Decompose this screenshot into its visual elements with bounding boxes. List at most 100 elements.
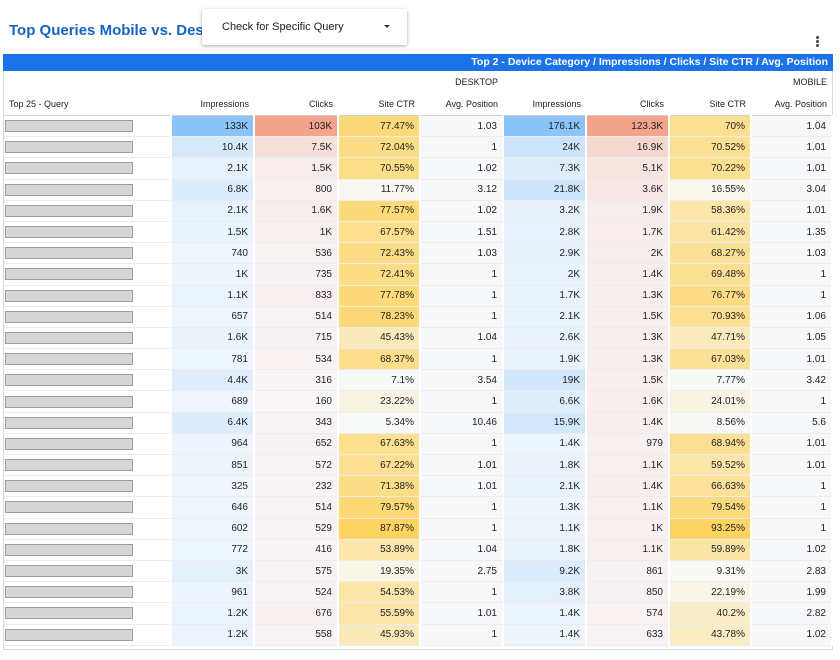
- column-header-mobile-impressions[interactable]: Impressions: [503, 93, 586, 116]
- column-header-desktop-clicks[interactable]: Clicks: [254, 93, 338, 116]
- cell-desktop-impressions: 602: [171, 518, 255, 540]
- query-cell[interactable]: [4, 454, 172, 477]
- table-row[interactable]: 646 514 79.57% 1 1.3K 1.1K 79.54% 1: [4, 496, 833, 519]
- query-cell[interactable]: [4, 412, 172, 434]
- redacted-query-bar: [5, 565, 133, 578]
- query-cell[interactable]: [4, 369, 172, 392]
- table-row[interactable]: 3K 575 19.35% 2.75 9.2K 861 9.31% 2.83: [4, 560, 833, 583]
- redacted-query-bar: [5, 353, 133, 366]
- cell-mobile-clicks: 3.6K: [586, 179, 670, 201]
- redacted-query-bar: [5, 543, 133, 556]
- cell-desktop-ctr: 70.55%: [338, 157, 421, 180]
- column-header-query[interactable]: Top 25 - Query: [4, 93, 171, 116]
- cell-desktop-impressions: 772: [171, 539, 255, 561]
- query-cell[interactable]: [4, 115, 172, 138]
- more-options-icon[interactable]: [814, 36, 820, 48]
- cell-desktop-clicks: 536: [254, 242, 339, 265]
- query-cell[interactable]: [4, 518, 172, 540]
- table-row[interactable]: 2.1K 1.6K 77.57% 1.02 3.2K 1.9K 58.36% 1.01: [4, 200, 833, 222]
- redacted-query-bar: [5, 162, 133, 175]
- cell-mobile-clicks: 1.1K: [586, 539, 670, 561]
- cell-desktop-position: 1.01: [420, 602, 504, 625]
- cell-mobile-clicks: 1.4K: [586, 263, 670, 286]
- table-row[interactable]: 657 514 78.23% 1 2.1K 1.5K 70.93% 1.06: [4, 306, 833, 328]
- redacted-query-bar: [5, 586, 133, 599]
- table-row[interactable]: 1.2K 676 55.59% 1.01 1.4K 574 40.2% 2.82: [4, 602, 833, 625]
- table-row[interactable]: 325 232 71.38% 1.01 2.1K 1.4K 66.63% 1: [4, 475, 833, 498]
- table-row[interactable]: 133K 103K 77.47% 1.03 176.1K 123.3K 70% 1.04: [4, 115, 833, 138]
- redacted-query-bar: [5, 501, 133, 514]
- query-cell[interactable]: [4, 602, 172, 625]
- cell-desktop-impressions: 781: [171, 348, 255, 371]
- cell-mobile-impressions: 1.4K: [503, 433, 587, 456]
- table-row[interactable]: 781 534 68.37% 1 1.9K 1.3K 67.03% 1.01: [4, 348, 833, 371]
- table-row[interactable]: 961 524 54.53% 1 3.8K 850 22.19% 1.99: [4, 581, 833, 604]
- query-cell[interactable]: [4, 285, 172, 307]
- cell-desktop-clicks: 160: [254, 390, 339, 413]
- query-cell[interactable]: [4, 200, 172, 222]
- query-cell[interactable]: [4, 179, 172, 201]
- cell-mobile-position: 1.99: [751, 581, 833, 604]
- query-cell[interactable]: [4, 624, 172, 646]
- query-cell[interactable]: [4, 221, 172, 244]
- cell-mobile-impressions: 19K: [503, 369, 587, 392]
- table-row[interactable]: 964 652 67.63% 1 1.4K 979 68.94% 1.01: [4, 433, 833, 456]
- redacted-query-bar: [5, 120, 133, 133]
- cell-desktop-impressions: 3K: [171, 560, 255, 583]
- query-filter-dropdown[interactable]: Check for Specific Query: [202, 9, 407, 45]
- query-cell[interactable]: [4, 157, 172, 180]
- table-row[interactable]: 772 416 53.89% 1.04 1.8K 1.1K 59.89% 1.02: [4, 539, 833, 561]
- table-row[interactable]: 1.6K 715 45.43% 1.04 2.6K 1.3K 47.71% 1.05: [4, 327, 833, 350]
- table-row[interactable]: 1.2K 558 45.93% 1 1.4K 633 43.78% 1.02: [4, 624, 833, 646]
- cell-desktop-impressions: 2.1K: [171, 157, 255, 180]
- table-row[interactable]: 6.4K 343 5.34% 10.46 15.9K 1.4K 8.56% 5.6: [4, 412, 833, 434]
- column-header-mobile-ctr[interactable]: Site CTR: [669, 93, 751, 116]
- query-cell[interactable]: [4, 539, 172, 561]
- column-header-desktop-ctr[interactable]: Site CTR: [338, 93, 420, 116]
- query-cell[interactable]: [4, 475, 172, 498]
- cell-desktop-clicks: 103K: [254, 115, 339, 138]
- table-row[interactable]: 602 529 87.87% 1 1.1K 1K 93.25% 1: [4, 518, 833, 540]
- cell-desktop-position: 1: [420, 518, 504, 540]
- cell-desktop-clicks: 534: [254, 348, 339, 371]
- cell-desktop-ctr: 45.93%: [338, 624, 421, 646]
- cell-mobile-impressions: 15.9K: [503, 412, 587, 434]
- query-cell[interactable]: [4, 327, 172, 350]
- query-cell[interactable]: [4, 433, 172, 456]
- query-cell[interactable]: [4, 136, 172, 159]
- table-row[interactable]: 2.1K 1.5K 70.55% 1.02 7.3K 5.1K 70.22% 1.01: [4, 157, 833, 180]
- column-header-desktop-impressions[interactable]: Impressions: [171, 93, 254, 116]
- table-row[interactable]: 851 572 67.22% 1.01 1.8K 1.1K 59.52% 1.01: [4, 454, 833, 477]
- query-cell[interactable]: [4, 560, 172, 583]
- cell-desktop-position: 1.01: [420, 454, 504, 477]
- table-row[interactable]: 1K 735 72.41% 1 2K 1.4K 69.48% 1: [4, 263, 833, 286]
- cell-desktop-position: 1.01: [420, 475, 504, 498]
- table-row[interactable]: 689 160 23.22% 1 6.6K 1.6K 24.01% 1: [4, 390, 833, 413]
- cell-desktop-clicks: 652: [254, 433, 339, 456]
- cell-mobile-position: 1: [751, 475, 833, 498]
- table-row[interactable]: 4.4K 316 7.1% 3.54 19K 1.5K 7.77% 3.42: [4, 369, 833, 392]
- query-cell[interactable]: [4, 348, 172, 371]
- cell-desktop-impressions: 1.2K: [171, 624, 255, 646]
- table-row[interactable]: 740 536 72.43% 1.03 2.9K 2K 68.27% 1.03: [4, 242, 833, 265]
- cell-desktop-impressions: 4.4K: [171, 369, 255, 392]
- cell-desktop-impressions: 1.6K: [171, 327, 255, 350]
- column-header-desktop-position[interactable]: Avg. Position: [420, 93, 503, 116]
- cell-mobile-ctr: 61.42%: [669, 221, 752, 244]
- table-row[interactable]: 10.4K 7.5K 72.04% 1 24K 16.9K 70.52% 1.01: [4, 136, 833, 159]
- query-cell[interactable]: [4, 242, 172, 265]
- column-header-mobile-clicks[interactable]: Clicks: [586, 93, 669, 116]
- query-cell[interactable]: [4, 581, 172, 604]
- query-cell[interactable]: [4, 496, 172, 519]
- redacted-query-bar: [5, 310, 133, 323]
- table-row[interactable]: 6.8K 800 11.77% 3.12 21.8K 3.6K 16.55% 3.04: [4, 179, 833, 201]
- query-cell[interactable]: [4, 390, 172, 413]
- cell-desktop-clicks: 572: [254, 454, 339, 477]
- query-cell[interactable]: [4, 263, 172, 286]
- column-header-mobile-position[interactable]: Avg. Position: [751, 93, 832, 116]
- query-cell[interactable]: [4, 306, 172, 328]
- cell-mobile-ctr: 40.2%: [669, 602, 752, 625]
- table-row[interactable]: 1.5K 1K 67.57% 1.51 2.8K 1.7K 61.42% 1.35: [4, 221, 833, 244]
- cell-mobile-impressions: 24K: [503, 136, 587, 159]
- table-row[interactable]: 1.1K 833 77.78% 1 1.7K 1.3K 76.77% 1: [4, 285, 833, 307]
